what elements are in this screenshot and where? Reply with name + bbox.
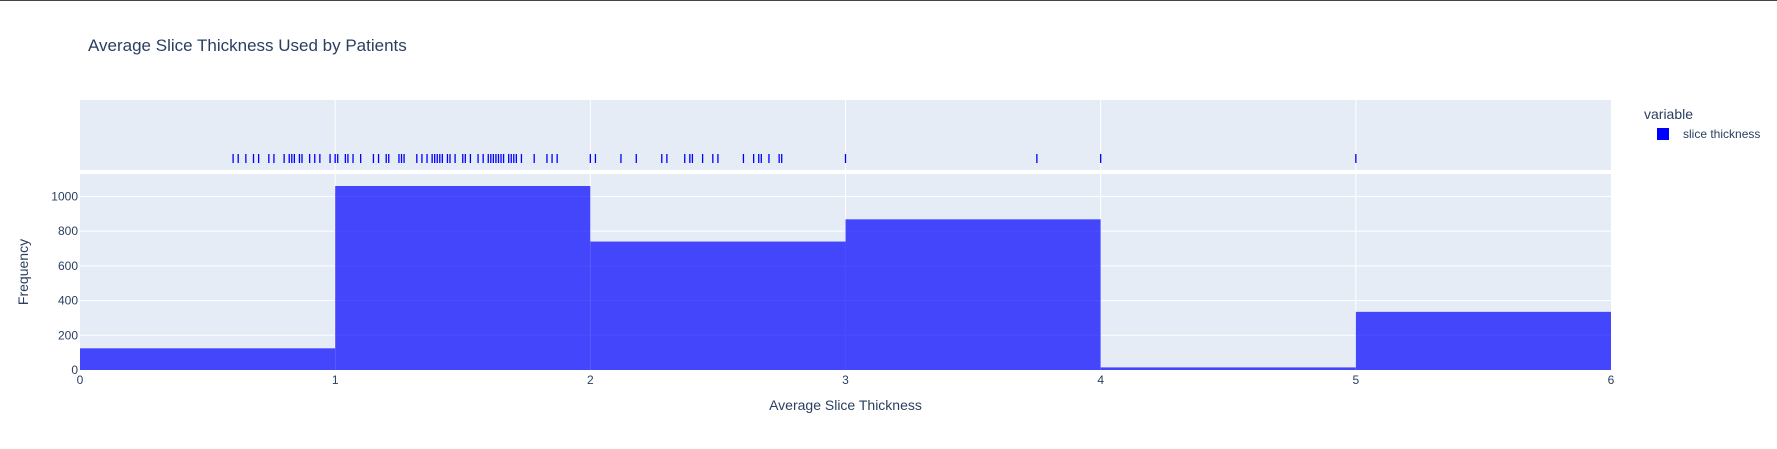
legend-title: variable xyxy=(1644,106,1693,122)
rug-marks xyxy=(232,154,1357,163)
histogram-bar xyxy=(1100,367,1356,370)
x-tick-label: 5 xyxy=(1352,373,1359,387)
legend-swatch[interactable] xyxy=(1657,128,1669,140)
y-tick-label: 400 xyxy=(58,294,78,308)
x-tick-label: 3 xyxy=(842,373,849,387)
x-tick-label: 2 xyxy=(587,373,594,387)
x-tick-label: 0 xyxy=(77,373,84,387)
y-tick-label: 800 xyxy=(58,224,78,238)
histogram-bar xyxy=(335,186,591,370)
x-axis-ticks: 0 1 2 3 4 5 6 xyxy=(77,373,1615,387)
histogram-bar xyxy=(845,219,1101,370)
chart-title: Average Slice Thickness Used by Patients xyxy=(88,36,407,55)
top-border xyxy=(0,0,1777,1)
x-tick-label: 6 xyxy=(1608,373,1615,387)
legend[interactable]: variable slice thickness xyxy=(1644,106,1760,141)
y-axis-label: Frequency xyxy=(15,239,31,305)
histogram-bar xyxy=(80,348,336,370)
y-axis-ticks: 0 200 400 600 800 1000 xyxy=(51,189,78,377)
y-tick-label: 600 xyxy=(58,259,78,273)
histogram-bars xyxy=(80,186,1611,370)
y-tick-label: 200 xyxy=(58,328,78,342)
x-tick-label: 1 xyxy=(332,373,339,387)
x-axis-label: Average Slice Thickness xyxy=(769,397,922,413)
x-tick-label: 4 xyxy=(1097,373,1104,387)
histogram-bar xyxy=(590,241,846,370)
legend-item-slice-thickness[interactable]: slice thickness xyxy=(1683,127,1760,141)
histogram-bar xyxy=(1355,311,1611,370)
y-tick-label: 1000 xyxy=(51,189,78,203)
y-tick-label: 0 xyxy=(71,363,78,377)
